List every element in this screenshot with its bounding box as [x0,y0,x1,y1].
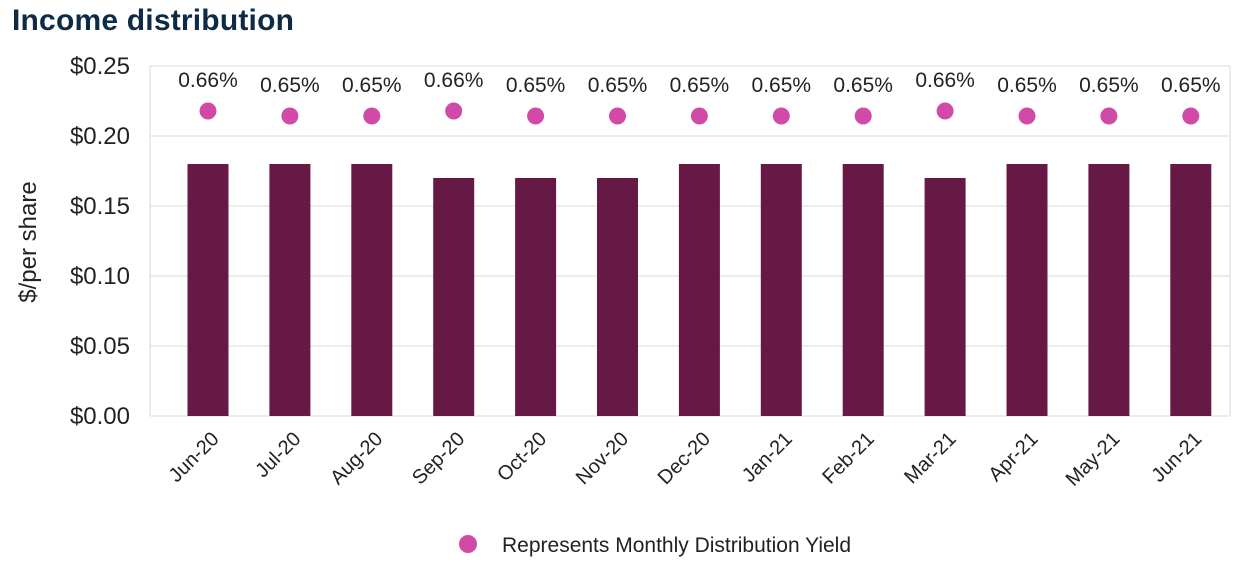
x-tick-label: Jun-20 [165,428,224,487]
bar [924,178,966,416]
yield-dot [199,102,217,120]
x-tick-label: Feb-21 [818,428,878,488]
yield-label: 0.65% [506,74,566,97]
x-tick-label: Aug-20 [326,428,387,489]
yield-label: 0.65% [260,74,320,97]
yield-label: 0.66% [178,69,238,92]
y-tick-label: $0.10 [70,263,130,290]
bar [433,178,475,416]
yield-dot [609,107,626,125]
bar [351,164,393,416]
yield-dot [363,107,381,125]
yield-dot [690,107,708,125]
x-tick-label: Jul-20 [251,428,305,482]
yield-label: 0.65% [670,74,730,97]
x-tick-label: Nov-20 [572,428,633,489]
bar [1170,164,1212,416]
x-tick-label: Apr-21 [985,428,1043,486]
yield-label: 0.66% [915,69,975,92]
yield-label: 0.66% [424,69,484,92]
yield-dot [1100,107,1118,125]
yield-dot [1182,107,1200,125]
y-tick-label: $0.25 [70,53,130,80]
y-axis-label: $/per share [15,181,42,302]
y-tick-label: $0.15 [70,193,130,220]
x-tick-label: May-21 [1062,428,1125,491]
x-tick-label: Oct-20 [493,428,551,486]
yield-dot [527,107,545,125]
legend-label: Represents Monthly Distribution Yield [502,534,851,557]
x-tick-label: Sep-20 [408,428,469,489]
yield-dot [772,107,790,125]
bar [187,164,229,416]
y-tick-label: $0.20 [70,123,130,150]
x-tick-label: Jun-21 [1148,428,1207,487]
yield-dot [854,107,872,125]
bar [515,178,557,416]
yield-label: 0.65% [588,74,648,97]
yield-label: 0.65% [1079,74,1139,97]
bar [1006,164,1048,416]
y-tick-label: $0.05 [70,333,130,360]
x-tick-label: Mar-21 [900,428,960,488]
y-tick-label: $0.00 [70,403,130,430]
bar [597,178,638,416]
yield-label: 0.65% [752,74,812,97]
yield-label: 0.65% [342,74,402,97]
yield-dot [445,102,463,120]
bar [842,164,884,416]
chart-title: Income distribution [12,4,295,37]
yield-dot [281,107,299,125]
x-tick-label: Dec-20 [654,428,715,489]
legend-dot [459,535,477,553]
x-tick-label: Jan-21 [738,428,797,487]
bar [269,164,311,416]
yield-label: 0.65% [997,74,1057,97]
bar [1088,164,1130,416]
bar [760,164,802,416]
yield-dot [1018,107,1036,125]
yield-label: 0.65% [833,74,893,97]
yield-dot [936,102,954,120]
yield-label: 0.65% [1161,74,1221,97]
bar [678,164,720,416]
